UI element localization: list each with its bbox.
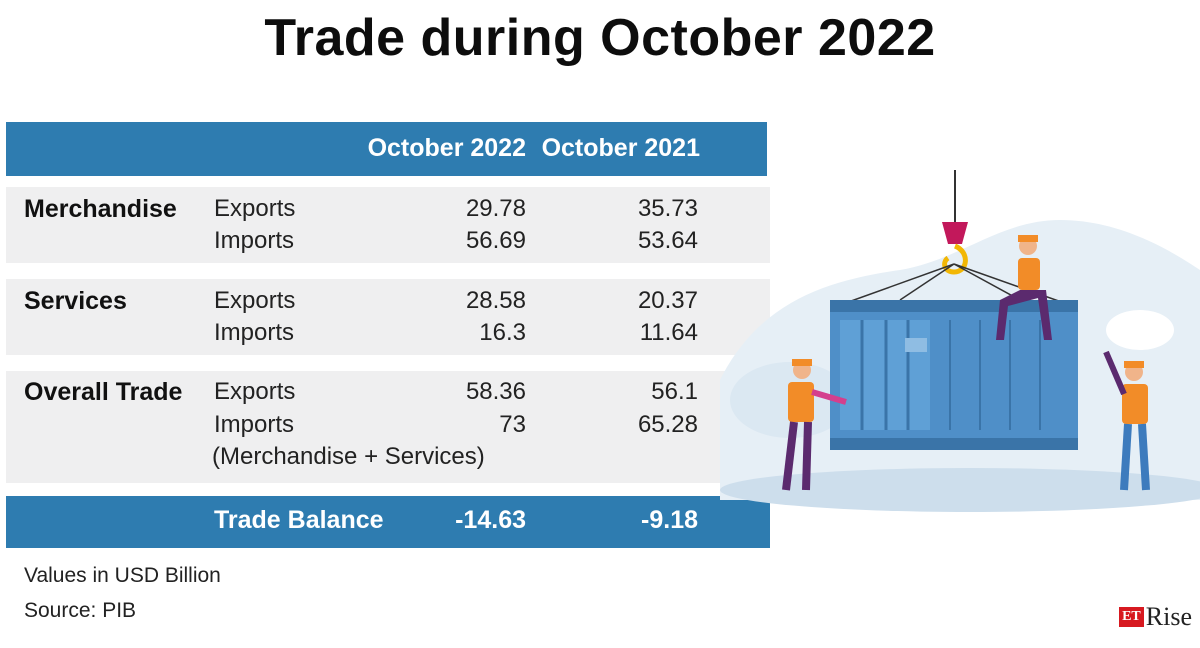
value-cell: 56.69 bbox=[465, 227, 526, 254]
category-label: Overall Trade bbox=[24, 378, 183, 406]
merchandise-section: Merchandise Exports 29.78 35.73 Imports … bbox=[6, 187, 770, 263]
value-cell: 28.58 bbox=[465, 287, 526, 314]
row-label: Exports bbox=[214, 287, 296, 314]
worker-left bbox=[782, 359, 847, 491]
units-note: Values in USD Billion bbox=[24, 564, 221, 587]
source-note: Source: PIB bbox=[24, 599, 137, 622]
value-cell: 20.37 bbox=[637, 287, 698, 314]
logo-et: ET bbox=[1119, 607, 1144, 627]
category-label: Services bbox=[24, 287, 127, 315]
crane-hook bbox=[839, 170, 1071, 306]
trade-balance-row: Trade Balance -14.63 -9.18 bbox=[6, 496, 770, 548]
balance-label: Trade Balance bbox=[214, 506, 384, 534]
value-cell: 53.64 bbox=[637, 227, 698, 254]
header-col-oct2021: October 2021 bbox=[541, 134, 700, 162]
row-label: Imports bbox=[214, 319, 295, 346]
row-label: Imports bbox=[214, 411, 295, 438]
header-col-oct2022: October 2022 bbox=[367, 134, 526, 162]
row-label: Exports bbox=[214, 195, 296, 222]
container-illustration bbox=[720, 170, 1200, 512]
worker-top bbox=[996, 235, 1052, 340]
value-cell: 58.36 bbox=[465, 378, 526, 405]
value-cell: 29.78 bbox=[465, 195, 526, 222]
page-title: Trade during October 2022 bbox=[264, 9, 936, 67]
table-header: October 2022 October 2021 bbox=[6, 122, 767, 176]
value-cell: 35.73 bbox=[637, 195, 698, 222]
value-cell: 11.64 bbox=[639, 319, 698, 346]
overall-trade-section: Overall Trade Exports 58.36 56.1 Imports… bbox=[6, 371, 770, 483]
row-label: Exports bbox=[214, 378, 296, 405]
et-rise-logo: ET Rise bbox=[1119, 602, 1192, 632]
value-cell: 16.3 bbox=[479, 319, 526, 346]
balance-oct2021: -9.18 bbox=[641, 506, 698, 534]
value-cell: 73 bbox=[499, 411, 526, 438]
row-label: Imports bbox=[214, 227, 295, 254]
value-cell: 56.1 bbox=[651, 378, 698, 405]
overall-note: (Merchandise + Services) bbox=[212, 443, 485, 470]
shipping-container bbox=[830, 300, 1078, 450]
logo-rise: Rise bbox=[1145, 602, 1192, 631]
services-section: Services Exports 28.58 20.37 Imports 16.… bbox=[6, 279, 770, 355]
worker-right bbox=[1103, 350, 1150, 491]
value-cell: 65.28 bbox=[637, 411, 698, 438]
category-label: Merchandise bbox=[24, 195, 177, 223]
balance-oct2022: -14.63 bbox=[455, 506, 526, 534]
